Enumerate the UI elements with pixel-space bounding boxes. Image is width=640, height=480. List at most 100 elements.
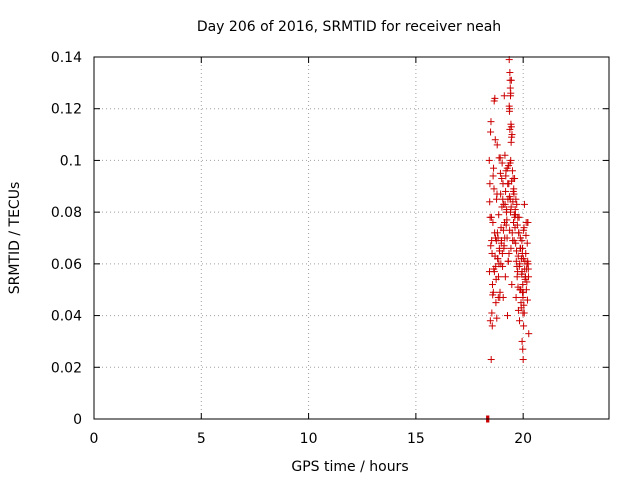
data-point [501,234,509,242]
data-point [501,151,509,159]
data-point [511,211,519,219]
x-tick-label: 0 [90,431,99,447]
data-point [518,237,526,245]
chart-title: Day 206 of 2016, SRMTID for receiver nea… [197,19,501,35]
data-point [499,226,507,234]
data-point [493,195,501,203]
y-tick-label: 0 [73,412,82,428]
data-point [520,224,528,232]
data-point [486,180,494,188]
data-point [487,356,495,364]
data-point [508,167,516,175]
x-axis-ticks: 0 5 10 15 20 [90,57,532,447]
data-point [525,330,533,338]
data-point [487,128,495,136]
data-point [491,234,499,242]
data-point [506,105,514,113]
data-point [518,270,526,278]
data-point [500,242,508,250]
data-point [495,211,503,219]
data-points [483,56,533,423]
data-point [487,118,495,126]
data-point [497,190,505,198]
data-point [508,177,516,185]
data-point [506,69,514,77]
data-point [490,164,498,172]
data-point [486,213,494,221]
data-point [524,260,532,268]
data-point [492,299,500,307]
data-point [507,244,515,252]
data-point [499,262,507,270]
data-point [499,293,507,301]
data-point [513,247,521,255]
data-point [508,281,516,289]
data-point [487,242,495,250]
data-point [489,172,497,180]
data-point [488,309,496,317]
data-point [503,164,511,172]
x-tick-label: 15 [407,431,425,447]
data-point [513,262,521,270]
data-point [519,356,527,364]
data-point [489,288,497,296]
x-axis-label: GPS time / hours [291,459,408,475]
data-point [505,193,513,201]
data-point [498,250,506,258]
data-point [488,322,496,330]
y-tick-label: 0.06 [51,257,82,273]
data-point [501,273,509,281]
data-point [499,180,507,188]
plot-frame [93,56,610,420]
data-point [514,283,522,291]
y-tick-label: 0.02 [51,360,82,376]
data-point [512,293,520,301]
y-tick-label: 0.14 [51,50,82,66]
data-point [504,312,512,320]
data-point [492,275,500,283]
data-point [486,198,494,206]
data-point [516,317,524,325]
data-point [502,221,510,229]
data-point [507,92,515,100]
data-point [502,172,510,180]
data-point [491,136,499,144]
data-point [496,154,504,162]
data-point [498,175,506,183]
data-point [510,218,518,226]
y-tick-label: 0.1 [60,153,82,169]
data-point [513,221,521,229]
data-point [513,200,521,208]
data-point [517,304,525,312]
data-point [515,229,523,237]
data-point [523,239,531,247]
data-point [505,250,513,258]
data-point [490,268,498,276]
y-axis-ticks: 0 0.02 0.04 0.06 0.08 0.1 0.12 0.14 [51,50,609,428]
data-point [502,187,510,195]
data-point [518,337,526,345]
data-point [519,281,527,289]
data-point [519,288,527,296]
data-point [524,218,532,226]
data-point [503,206,511,214]
y-tick-label: 0.12 [51,102,82,118]
data-point [510,185,518,193]
data-point [514,252,522,260]
y-tick-label: 0.08 [51,205,82,221]
data-point [518,250,526,258]
data-point [493,314,501,322]
data-point [515,213,523,221]
data-point [498,159,506,167]
data-point [519,255,527,263]
data-point [491,229,499,237]
data-point [493,141,501,149]
data-point [494,255,502,263]
data-point [520,200,528,208]
data-point [519,345,527,353]
data-point [508,133,516,141]
data-point [506,76,514,84]
x-tick-label: 20 [514,431,532,447]
